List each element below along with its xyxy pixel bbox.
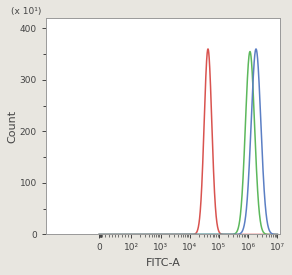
X-axis label: FITC-A: FITC-A	[145, 258, 180, 268]
Text: (x 10¹): (x 10¹)	[11, 7, 41, 16]
Y-axis label: Count: Count	[7, 110, 17, 143]
